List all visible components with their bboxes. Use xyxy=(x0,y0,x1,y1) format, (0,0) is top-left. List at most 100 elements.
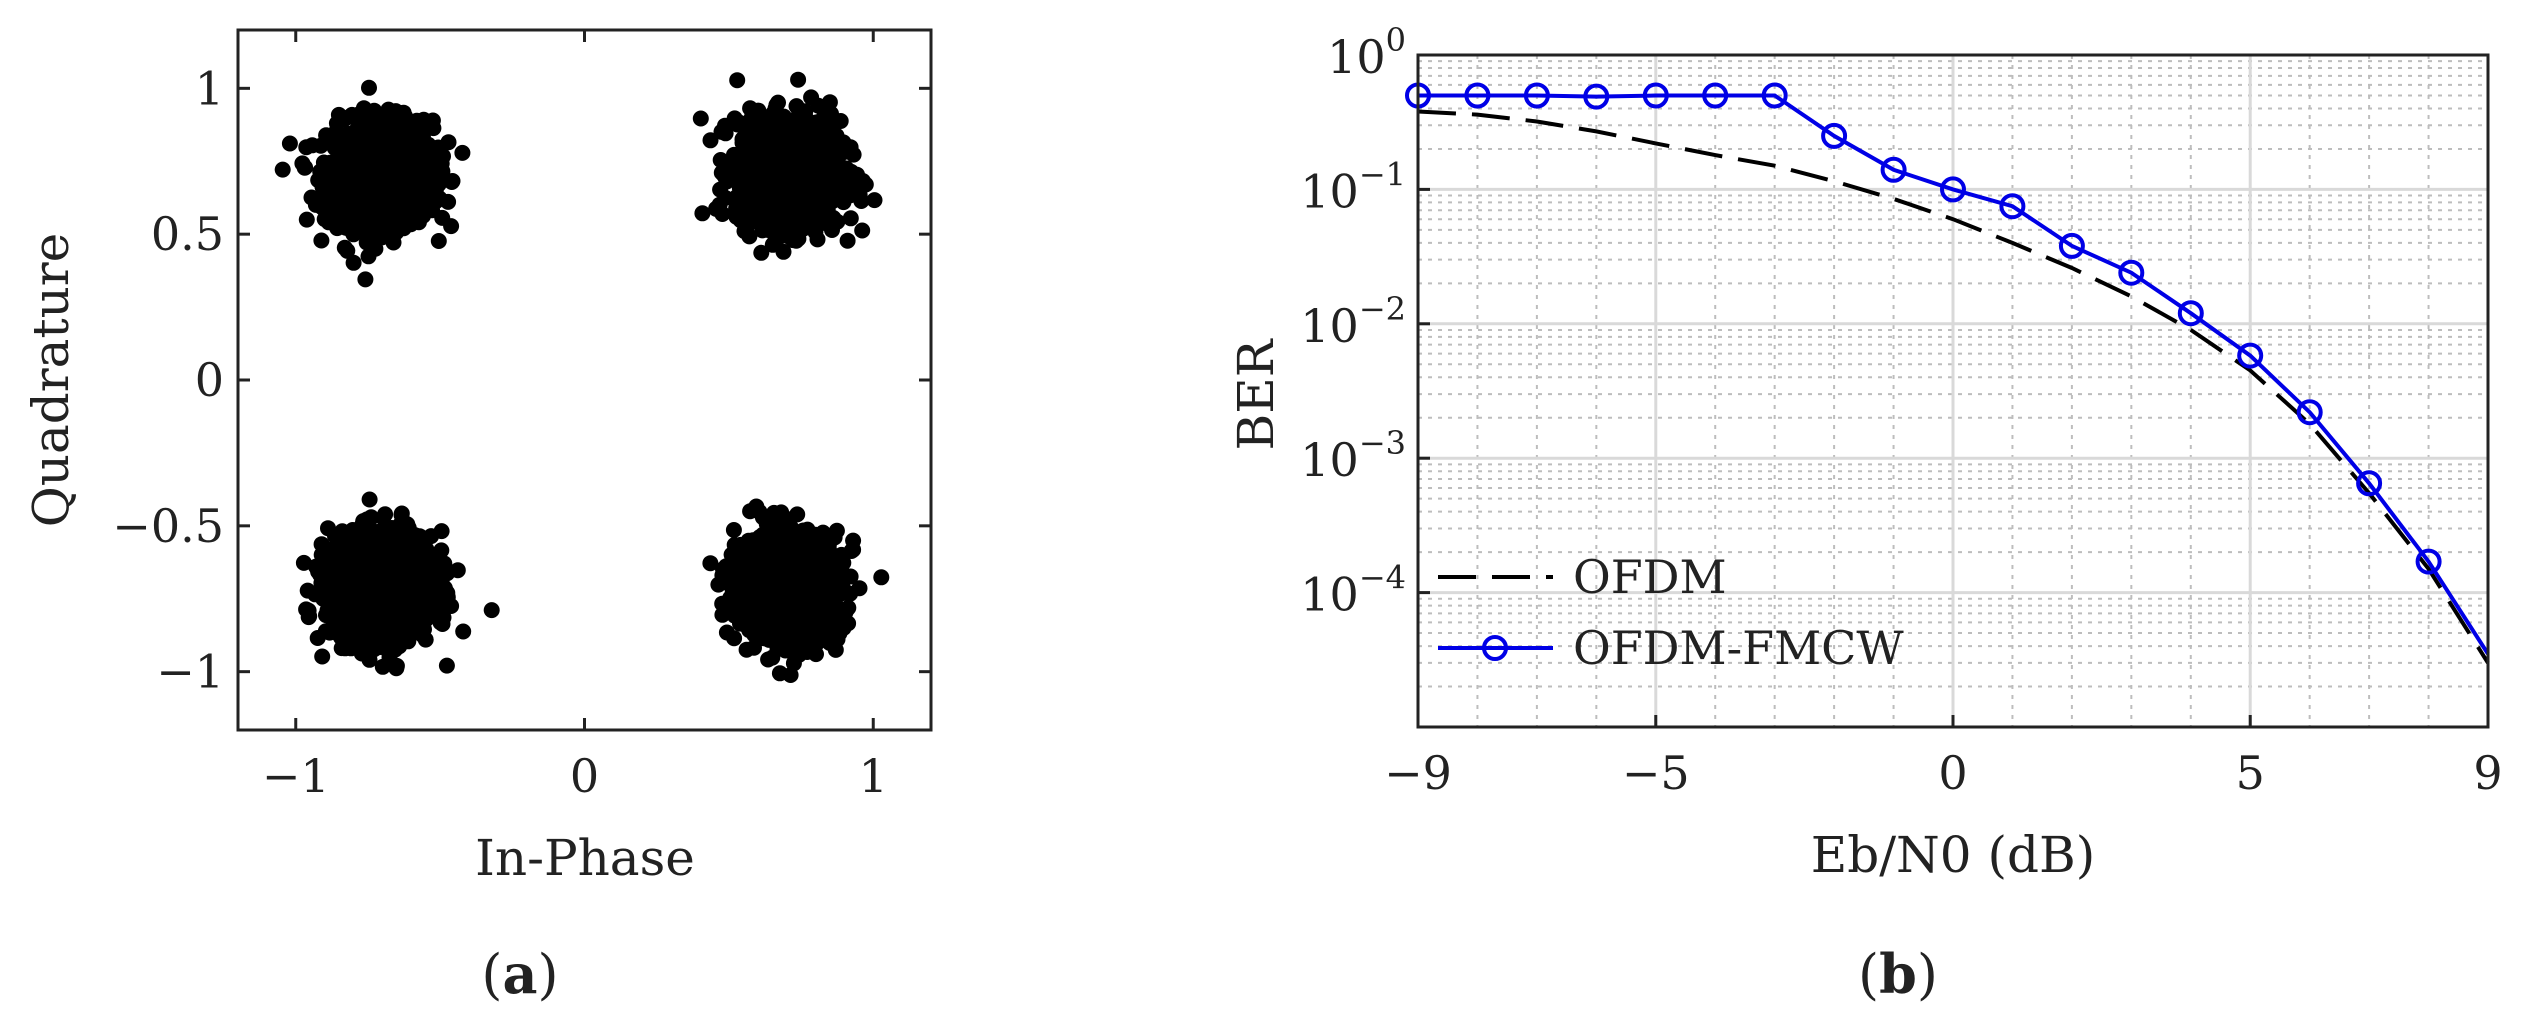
constellation-point xyxy=(717,125,734,142)
constellation-point xyxy=(310,172,327,189)
constellation-point xyxy=(702,132,719,149)
series-ofdm-fmcw-marker xyxy=(1642,82,1669,109)
constellation-point xyxy=(791,609,808,626)
constellation-point xyxy=(439,565,456,582)
x-tick-label: −1 xyxy=(262,749,330,803)
constellation-point xyxy=(728,189,745,206)
constellation-point xyxy=(320,197,337,214)
constellation-point xyxy=(377,506,394,523)
constellation-point xyxy=(294,155,311,172)
constellation-point xyxy=(702,555,719,572)
panel-label-b: (b) xyxy=(1858,942,1938,1006)
constellation-point xyxy=(309,630,326,646)
constellation-point xyxy=(368,149,385,166)
constellation-point xyxy=(714,567,731,584)
constellation-point xyxy=(692,110,709,127)
constellation-point xyxy=(722,589,739,606)
constellation-point xyxy=(782,518,799,535)
constellation-point xyxy=(428,546,445,563)
constellation-point xyxy=(344,191,361,208)
constellation-point xyxy=(781,642,798,659)
constellation-point xyxy=(343,222,360,239)
x-tick-label: 1 xyxy=(859,749,888,803)
constellation-point xyxy=(837,177,854,194)
constellation-point xyxy=(372,203,389,220)
constellation-point xyxy=(809,614,826,631)
constellation-point xyxy=(806,556,823,573)
panel-label-a: (a) xyxy=(481,942,558,1006)
constellation-point xyxy=(316,211,333,228)
constellation-point xyxy=(455,623,472,640)
constellation-point xyxy=(808,646,824,663)
constellation-point xyxy=(360,248,377,265)
constellation-point xyxy=(803,576,820,593)
series-ofdm-fmcw-marker xyxy=(2237,342,2264,369)
x-tick-label: 0 xyxy=(1938,746,1967,800)
constellation-point xyxy=(791,162,808,179)
constellation-point xyxy=(430,233,447,249)
constellation-point xyxy=(773,504,790,521)
y-tick-label: 0.5 xyxy=(151,207,224,261)
constellation-point xyxy=(853,176,870,193)
constellation-point xyxy=(339,143,356,160)
constellation-point xyxy=(789,532,806,548)
legend-ofdm-label: OFDM xyxy=(1573,550,1727,604)
series-ofdm-fmcw-marker xyxy=(2058,232,2085,259)
constellation-point xyxy=(746,171,763,188)
legend-ofdm-fmcw-label: OFDM-FMCW xyxy=(1573,621,1904,675)
constellation-point xyxy=(873,569,890,586)
constellation-point xyxy=(732,558,749,575)
constellation-point xyxy=(325,175,342,192)
constellation-point xyxy=(694,205,711,222)
constellation-ticks: −1 0 110.50−0.5−1 xyxy=(112,30,931,803)
constellation-point xyxy=(339,242,356,259)
constellation-point xyxy=(274,161,291,178)
series-ofdm-fmcw-marker xyxy=(1880,156,1907,183)
constellation-point xyxy=(791,179,808,196)
constellation-point xyxy=(411,137,428,154)
constellation-point xyxy=(744,195,761,212)
y-tick-label: 10−3 xyxy=(1300,424,1406,487)
constellation-point xyxy=(440,193,457,210)
constellation-point xyxy=(845,146,862,163)
constellation-point xyxy=(313,232,330,249)
constellation-point xyxy=(825,551,842,568)
constellation-point xyxy=(851,580,868,597)
constellation-point xyxy=(775,611,791,627)
constellation-point xyxy=(785,554,802,571)
constellation-point xyxy=(355,159,372,176)
constellation-point xyxy=(818,127,835,144)
series-ofdm-fmcw-marker xyxy=(1761,82,1788,109)
constellation-point xyxy=(326,135,343,152)
constellation-point xyxy=(357,271,374,288)
constellation-point xyxy=(839,232,856,249)
ber-legend: OFDM OFDM-FMCW xyxy=(1438,550,1904,675)
constellation-point xyxy=(729,72,746,89)
constellation-point xyxy=(360,196,377,213)
constellation-point xyxy=(751,503,768,520)
constellation-point xyxy=(374,608,391,624)
constellation-point xyxy=(318,607,334,624)
constellation-point xyxy=(751,529,768,546)
y-tick-label: 0 xyxy=(195,353,224,407)
constellation-point xyxy=(361,491,378,508)
constellation-point xyxy=(843,163,860,180)
constellation-point xyxy=(842,210,859,227)
constellation-point xyxy=(814,172,831,188)
constellation-point xyxy=(483,602,500,619)
constellation-point xyxy=(417,631,434,648)
x-tick-label: −9 xyxy=(1384,746,1452,800)
constellation-point xyxy=(832,113,849,129)
constellation-point xyxy=(760,651,777,668)
x-tick-label: 5 xyxy=(2236,746,2265,800)
constellation-point xyxy=(827,597,844,614)
y-tick-label: 10−4 xyxy=(1300,559,1406,622)
constellation-point xyxy=(767,224,784,241)
constellation-point xyxy=(774,623,791,640)
constellation-point xyxy=(752,119,769,136)
constellation-point xyxy=(304,137,321,154)
constellation-point xyxy=(744,541,761,558)
constellation-point xyxy=(827,641,844,658)
constellation-point xyxy=(454,144,471,161)
